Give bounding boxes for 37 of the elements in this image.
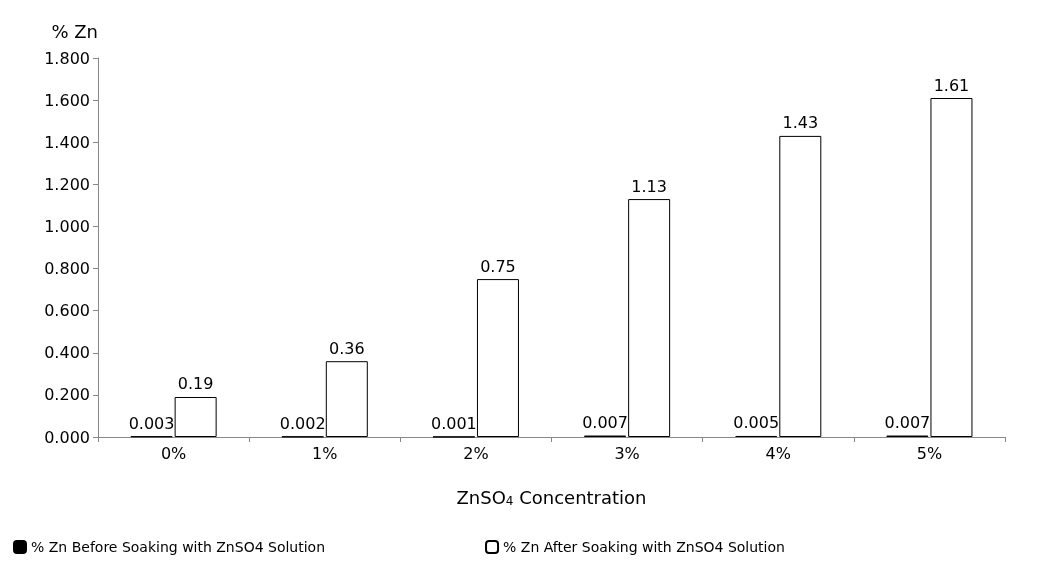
data-label: 1.43 xyxy=(782,113,819,133)
x-tick-label: 1% xyxy=(312,443,338,463)
data-label: 1.13 xyxy=(631,176,667,196)
y-tick-label: 1.400 xyxy=(44,132,90,152)
x-tick-label: 0% xyxy=(160,443,187,463)
y-axis-title: % Zn xyxy=(51,20,98,42)
y-tick-label: 0.200 xyxy=(44,385,90,405)
bar xyxy=(325,361,368,437)
y-tick-label: 0.000 xyxy=(44,427,90,447)
y-tick-label: 1.800 xyxy=(44,48,90,68)
bar xyxy=(476,279,519,437)
y-tick-label: 0.800 xyxy=(44,259,90,279)
y-tick-label: 0.400 xyxy=(44,343,90,363)
x-tick-label: 3% xyxy=(614,443,640,463)
data-label: 0.001 xyxy=(430,413,477,433)
data-label: 0.007 xyxy=(884,413,931,433)
y-tick-label: 1.600 xyxy=(44,90,90,110)
y-tick-label: 1.000 xyxy=(44,216,90,236)
data-label: 1.61 xyxy=(933,75,970,95)
bar xyxy=(779,135,822,437)
data-label: 0.003 xyxy=(128,413,175,433)
data-label: 0.002 xyxy=(279,413,326,433)
data-label: 0.007 xyxy=(582,413,628,433)
x-tick-label: 4% xyxy=(765,443,791,463)
legend-label: % Zn After Soaking with ZnSO4 Solution xyxy=(503,539,785,555)
legend-label: % Zn Before Soaking with ZnSO4 Solution xyxy=(31,539,326,555)
data-label: 0.19 xyxy=(177,374,214,394)
y-tick-label: 0.600 xyxy=(44,301,90,321)
data-label: 0.36 xyxy=(328,338,365,358)
x-axis-title: ZnSO4 Concentration xyxy=(456,486,647,508)
x-tick-label: 5% xyxy=(916,443,943,463)
bar xyxy=(174,396,217,437)
data-label: 0.005 xyxy=(733,413,780,433)
data-label: 0.75 xyxy=(480,256,516,276)
bar xyxy=(628,199,671,437)
y-tick-label: 1.200 xyxy=(44,174,90,194)
x-tick-label: 2% xyxy=(463,443,489,463)
